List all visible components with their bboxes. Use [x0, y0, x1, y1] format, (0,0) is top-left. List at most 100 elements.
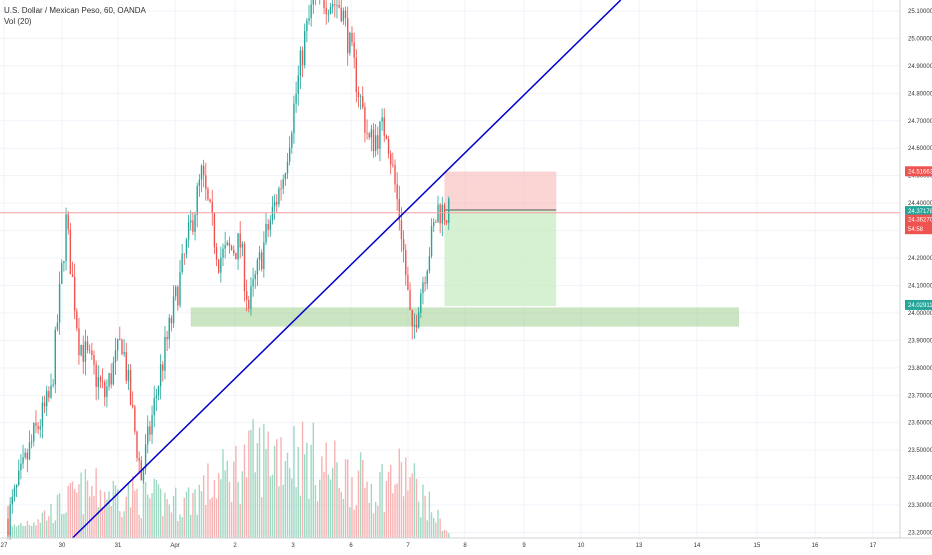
volume-bar [89, 496, 91, 538]
volume-bar [267, 431, 269, 538]
volume-bar [293, 425, 295, 538]
volume-bar [179, 514, 181, 538]
price-label-badge [905, 214, 932, 225]
volume-bar [228, 481, 231, 538]
volume-bar [166, 498, 168, 538]
candle-body [41, 402, 44, 427]
candle-body [177, 286, 179, 306]
candle-body [310, 4, 312, 19]
candle-body [136, 431, 138, 458]
candle-body [63, 261, 65, 264]
volume-bar [58, 493, 61, 538]
volume-bar [271, 474, 274, 538]
price-label-badge [905, 224, 932, 235]
candle-body [364, 107, 366, 133]
candle-body [132, 404, 134, 407]
volume-bar [123, 511, 125, 538]
volume-bar [86, 480, 89, 538]
price-tick-label: 24.50000 [908, 174, 932, 180]
candle-body [394, 165, 396, 185]
candle-body [78, 328, 80, 356]
drawing-zones[interactable] [190, 171, 739, 327]
candle-body [233, 249, 235, 254]
candle-body [291, 133, 293, 148]
volume-bar [239, 503, 241, 538]
volume-bar [35, 525, 37, 538]
price-label-badge [905, 299, 932, 310]
candle-body [213, 212, 216, 248]
price-tick-label: 25.10000 [908, 9, 932, 15]
volume-bar [138, 514, 140, 538]
volume-bar [76, 492, 78, 538]
candle-body [370, 129, 373, 138]
candle-body [106, 386, 108, 398]
volume-bar [344, 459, 347, 538]
candle-body [121, 339, 123, 355]
volume-bar [125, 496, 127, 538]
candle-body [48, 391, 50, 398]
candle-body [409, 290, 411, 310]
candle-body [366, 132, 368, 134]
candle-body [288, 147, 291, 162]
candle-body [224, 244, 226, 249]
price-tick-label: 23.80000 [908, 366, 932, 372]
candle-body [357, 92, 360, 97]
candle-body [192, 220, 194, 232]
volume-bar [202, 475, 205, 538]
candle-body [56, 322, 59, 330]
volume-bar [357, 470, 360, 538]
candle-body [95, 364, 97, 387]
price-tick-label: 24.10000 [908, 283, 932, 289]
volume-bar [411, 473, 413, 538]
candle-body [306, 20, 308, 32]
volume-indicator-title[interactable]: Vol (20) [4, 17, 32, 26]
volume-bar [24, 525, 26, 538]
volume-bar [327, 474, 330, 538]
volume-bar [366, 481, 368, 538]
volume-bar [362, 459, 364, 538]
price-tick-label: 24.00000 [908, 311, 932, 317]
volume-bar [26, 520, 29, 538]
volume-bar [207, 463, 209, 538]
volume-bar [353, 509, 355, 538]
candle-body [325, 8, 327, 14]
candle-body [190, 220, 192, 223]
candle-body [237, 233, 239, 260]
candle-body [355, 57, 357, 93]
candle-body [349, 32, 351, 54]
volume-bar [426, 520, 428, 538]
volume-bar [205, 504, 207, 538]
volume-bar [153, 478, 155, 538]
time-tick-label: 14 [694, 543, 701, 549]
candle-body [299, 50, 302, 76]
volume-bar [95, 468, 97, 538]
volume-bar [142, 478, 145, 538]
candle-body [327, 13, 330, 15]
volume-bar [230, 501, 233, 538]
candle-body [241, 243, 244, 248]
time-tick-label: 9 [522, 543, 526, 549]
candle-body [243, 243, 246, 292]
candle-body [114, 350, 117, 363]
candle-body [396, 184, 398, 200]
volume-bar [220, 479, 222, 538]
volume-bar [276, 439, 278, 538]
volume-bar [265, 448, 267, 538]
volume-bar [284, 460, 287, 538]
drawings[interactable] [0, 0, 900, 539]
candle-body [123, 352, 125, 355]
candle-body [340, 7, 342, 22]
volume-bar [110, 505, 112, 538]
volume-bar [226, 460, 228, 538]
price-label-badge [905, 206, 932, 217]
volume-bar [15, 526, 18, 538]
price-tick-label: 24.90000 [908, 64, 932, 70]
symbol-title[interactable]: U.S. Dollar / Mexican Peso, 60, OANDA [4, 6, 146, 15]
candle-body [342, 10, 345, 22]
candle-body [254, 274, 256, 280]
volume-bar [398, 448, 400, 538]
time-tick-label: Apr [170, 543, 179, 549]
stop-loss-zone [444, 171, 557, 210]
